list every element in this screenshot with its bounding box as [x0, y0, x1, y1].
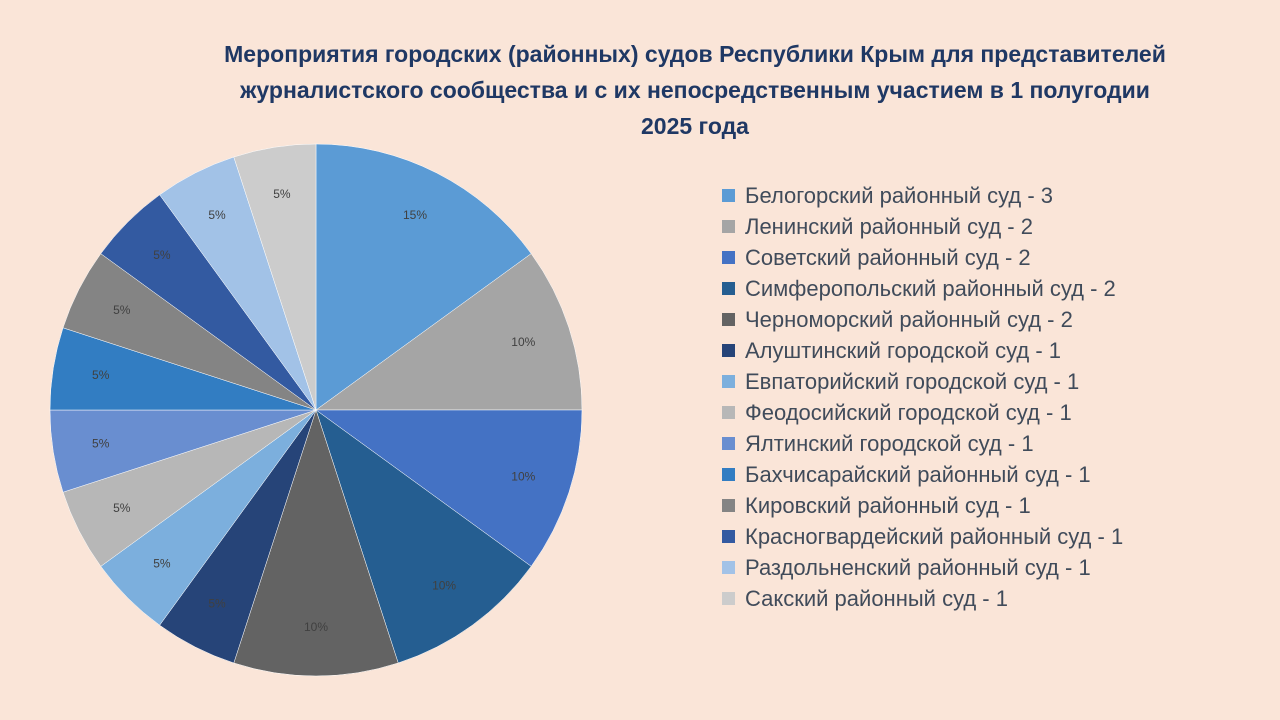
legend-item: Красногвардейский районный суд - 1	[722, 521, 1123, 552]
legend-swatch	[722, 251, 735, 264]
legend-item: Белогорский районный суд - 3	[722, 180, 1123, 211]
pie-data-label: 5%	[92, 368, 110, 382]
legend-item: Феодосийский городской суд - 1	[722, 397, 1123, 428]
pie-slice	[233, 409, 399, 677]
legend-swatch	[722, 282, 735, 295]
legend-swatch	[722, 561, 735, 574]
legend-swatch	[722, 375, 735, 388]
pie-data-label: 5%	[273, 187, 291, 201]
legend-item: Бахчисарайский районный суд - 1	[722, 459, 1123, 490]
pie-data-label: 5%	[92, 436, 110, 450]
chart-title-line-2: журналистского сообщества и с их непосре…	[240, 77, 1150, 103]
legend-item: Раздольненский районный суд - 1	[722, 552, 1123, 583]
legend-item: Советский районный суд - 2	[722, 242, 1123, 273]
pie-slice	[315, 409, 583, 567]
legend-item: Сакский районный суд - 1	[722, 583, 1123, 614]
legend-label: Симферопольский районный суд - 2	[745, 275, 1116, 301]
chart-title: Мероприятия городских (районных) судов Р…	[150, 36, 1240, 144]
chart-title-line-1: Мероприятия городских (районных) судов Р…	[224, 41, 1166, 67]
legend-label: Черноморский районный суд - 2	[745, 306, 1073, 332]
legend-label: Алуштинский городской суд - 1	[745, 337, 1061, 363]
pie-data-label: 15%	[403, 208, 427, 222]
legend-label: Сакский районный суд - 1	[745, 585, 1008, 611]
legend-item: Черноморский районный суд - 2	[722, 304, 1123, 335]
legend-item: Евпаторийский городской суд - 1	[722, 366, 1123, 397]
legend-swatch	[722, 468, 735, 481]
legend-swatch	[722, 499, 735, 512]
pie-data-label: 10%	[304, 620, 328, 634]
legend-item: Симферопольский районный суд - 2	[722, 273, 1123, 304]
pie-data-label: 5%	[153, 248, 171, 262]
pie-slice	[315, 253, 583, 411]
legend-swatch	[722, 437, 735, 450]
legend-swatch	[722, 530, 735, 543]
legend-label: Евпаторийский городской суд - 1	[745, 368, 1080, 394]
pie-data-label: 5%	[208, 208, 226, 222]
legend-label: Кировский районный суд - 1	[745, 492, 1031, 518]
legend-label: Раздольненский районный суд - 1	[745, 554, 1091, 580]
legend-swatch	[722, 406, 735, 419]
pie-data-label: 10%	[511, 470, 535, 484]
chart-title-line-3: 2025 года	[641, 113, 749, 139]
legend-label: Ялтинский городской суд - 1	[745, 430, 1034, 456]
legend-item: Ленинский районный суд - 2	[722, 211, 1123, 242]
legend-label: Бахчисарайский районный суд - 1	[745, 461, 1091, 487]
legend-swatch	[722, 592, 735, 605]
legend-label: Красногвардейский районный суд - 1	[745, 523, 1124, 549]
pie-data-label: 10%	[511, 335, 535, 349]
legend-swatch	[722, 313, 735, 326]
legend-item: Кировский районный суд - 1	[722, 490, 1123, 521]
pie-data-label: 5%	[153, 556, 171, 570]
pie-data-label: 5%	[113, 501, 131, 515]
legend-swatch	[722, 344, 735, 357]
legend-label: Белогорский районный суд - 3	[745, 182, 1053, 208]
legend-swatch	[722, 220, 735, 233]
chart-legend: Белогорский районный суд - 3 Ленинский ра…	[722, 180, 1123, 614]
legend-item: Ялтинский городской суд - 1	[722, 428, 1123, 459]
pie-slice	[315, 143, 532, 411]
legend-label: Ленинский районный суд - 2	[745, 213, 1033, 239]
pie-chart: 15% 10% 10% 10% 10% 5% 5% 5% 5% 5% 5% 5% 5% 5%	[49, 143, 583, 677]
pie-slice	[233, 143, 317, 411]
legend-label: Советский районный суд - 2	[745, 244, 1031, 270]
legend-item: Алуштинский городской суд - 1	[722, 335, 1123, 366]
pie-data-label: 10%	[432, 579, 456, 593]
legend-label: Феодосийский городской суд - 1	[745, 399, 1072, 425]
pie-data-label: 5%	[113, 303, 131, 317]
pie-slice	[315, 409, 532, 664]
legend-swatch	[722, 189, 735, 202]
pie-data-label: 5%	[208, 596, 226, 610]
